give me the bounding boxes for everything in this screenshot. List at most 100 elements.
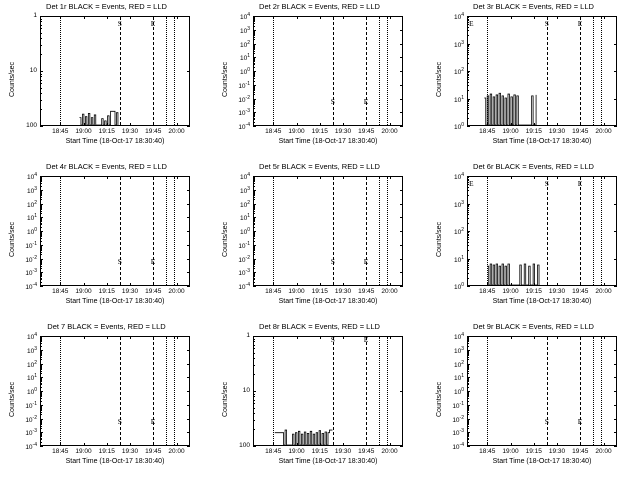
y-minor-tick bbox=[253, 393, 255, 395]
y-minor-tick bbox=[40, 246, 42, 248]
y-minor-tick bbox=[40, 341, 42, 343]
y-tick-mark bbox=[614, 349, 617, 351]
y-minor-tick bbox=[253, 259, 255, 261]
y-tick-mark bbox=[400, 189, 403, 191]
data-layer bbox=[487, 263, 540, 285]
y-tick-mark bbox=[400, 176, 403, 177]
y-minor-tick bbox=[40, 21, 42, 23]
x-tick-label: 20:00 bbox=[381, 128, 398, 135]
y-tick-mark bbox=[187, 189, 190, 191]
y-minor-tick bbox=[467, 235, 469, 237]
x-tick-label: 19:00 bbox=[75, 288, 92, 295]
y-minor-tick bbox=[467, 355, 469, 357]
y-tick-mark bbox=[40, 349, 43, 351]
y-minor-tick bbox=[40, 337, 42, 339]
end-marker: E bbox=[469, 18, 474, 28]
y-tick-mark bbox=[614, 404, 617, 406]
y-minor-tick bbox=[253, 213, 255, 215]
y-tick-label: 103 bbox=[453, 345, 464, 355]
y-tick-label: 101 bbox=[453, 254, 464, 264]
y-tick-label: 101 bbox=[26, 373, 37, 383]
y-minor-tick bbox=[467, 47, 469, 49]
y-minor-tick bbox=[467, 57, 469, 59]
y-minor-tick bbox=[253, 60, 255, 62]
x-tick-label: 19:00 bbox=[288, 128, 305, 135]
panel-3: Det 3r BLACK = Events, RED = LLD 104 103 10… bbox=[427, 0, 640, 160]
y-minor-tick bbox=[253, 231, 255, 233]
y-minor-tick bbox=[253, 71, 255, 73]
reference-line-dotted bbox=[273, 337, 275, 445]
end-marker: E bbox=[577, 18, 583, 28]
y-minor-tick bbox=[40, 76, 42, 78]
y-tick-label: 10-2 bbox=[452, 414, 464, 424]
y-minor-tick bbox=[40, 44, 42, 46]
end-marker: E bbox=[363, 256, 369, 266]
y-tick-mark bbox=[187, 349, 190, 351]
y-minor-tick bbox=[40, 355, 42, 357]
x-tick-mark bbox=[510, 336, 512, 339]
y-minor-tick bbox=[40, 245, 42, 247]
reference-line-dotted bbox=[600, 337, 602, 445]
x-tick-label: 18:45 bbox=[265, 448, 282, 455]
y-minor-tick bbox=[253, 80, 255, 82]
y-minor-tick bbox=[467, 386, 469, 388]
y-minor-tick bbox=[253, 273, 255, 275]
y-minor-tick bbox=[467, 408, 469, 410]
y-minor-tick bbox=[40, 343, 42, 345]
y-minor-tick bbox=[253, 62, 255, 64]
y-minor-tick bbox=[467, 359, 469, 361]
y-minor-tick bbox=[40, 336, 42, 338]
y-minor-tick bbox=[467, 264, 469, 266]
y-minor-tick bbox=[253, 100, 255, 102]
y-tick-mark bbox=[614, 336, 617, 337]
y-tick-label: 103 bbox=[453, 199, 464, 209]
y-minor-tick bbox=[40, 432, 42, 434]
y-minor-tick bbox=[253, 364, 255, 366]
y-minor-tick bbox=[467, 400, 469, 402]
y-minor-tick bbox=[253, 191, 255, 193]
x-tick-mark bbox=[130, 283, 131, 286]
y-minor-tick bbox=[467, 436, 469, 438]
y-minor-tick bbox=[467, 237, 469, 239]
x-tick-label: 19:45 bbox=[572, 288, 589, 295]
y-minor-tick bbox=[40, 233, 42, 235]
y-tick-mark bbox=[614, 446, 617, 447]
y-tick-mark bbox=[253, 71, 256, 72]
y-tick-label: 10-1 bbox=[25, 240, 37, 250]
y-minor-tick bbox=[253, 399, 255, 401]
reference-line-dotted bbox=[386, 17, 388, 125]
y-minor-tick bbox=[253, 429, 255, 431]
y-minor-tick bbox=[253, 348, 255, 350]
y-minor-tick bbox=[40, 221, 42, 223]
y-minor-tick bbox=[253, 31, 255, 33]
y-minor-tick bbox=[253, 344, 255, 346]
x-tick-mark bbox=[176, 336, 178, 339]
y-tick-mark bbox=[40, 418, 43, 420]
x-tick-label: 18:45 bbox=[479, 288, 496, 295]
y-minor-tick bbox=[253, 338, 255, 340]
y-tick-mark bbox=[253, 126, 256, 127]
y-minor-tick bbox=[467, 81, 469, 83]
y-tick-label: 103 bbox=[239, 25, 250, 35]
y-axis-label: Counts/sec bbox=[222, 61, 229, 97]
x-tick-mark bbox=[389, 283, 391, 286]
y-minor-tick bbox=[40, 32, 42, 34]
y-minor-tick bbox=[253, 46, 255, 48]
panel-title: Det 2r BLACK = Events, RED = LLD bbox=[259, 2, 380, 11]
y-minor-tick bbox=[467, 365, 469, 367]
x-axis-label: Start Time (18-Oct-17 18:30:40) bbox=[492, 298, 592, 305]
y-minor-tick bbox=[40, 262, 42, 264]
y-tick-mark bbox=[253, 176, 256, 177]
x-tick-mark bbox=[176, 443, 178, 446]
plot-area bbox=[40, 16, 190, 126]
x-tick-mark bbox=[130, 123, 131, 126]
y-minor-tick bbox=[253, 94, 255, 96]
y-minor-tick bbox=[253, 121, 255, 123]
y-minor-tick bbox=[253, 279, 255, 281]
y-minor-tick bbox=[467, 104, 469, 106]
x-axis-label: Start Time (18-Oct-17 18:30:40) bbox=[492, 458, 592, 465]
y-minor-tick bbox=[467, 434, 469, 436]
y-minor-tick bbox=[253, 105, 255, 107]
y-tick-label: 104 bbox=[239, 12, 250, 22]
y-minor-tick bbox=[253, 25, 255, 27]
